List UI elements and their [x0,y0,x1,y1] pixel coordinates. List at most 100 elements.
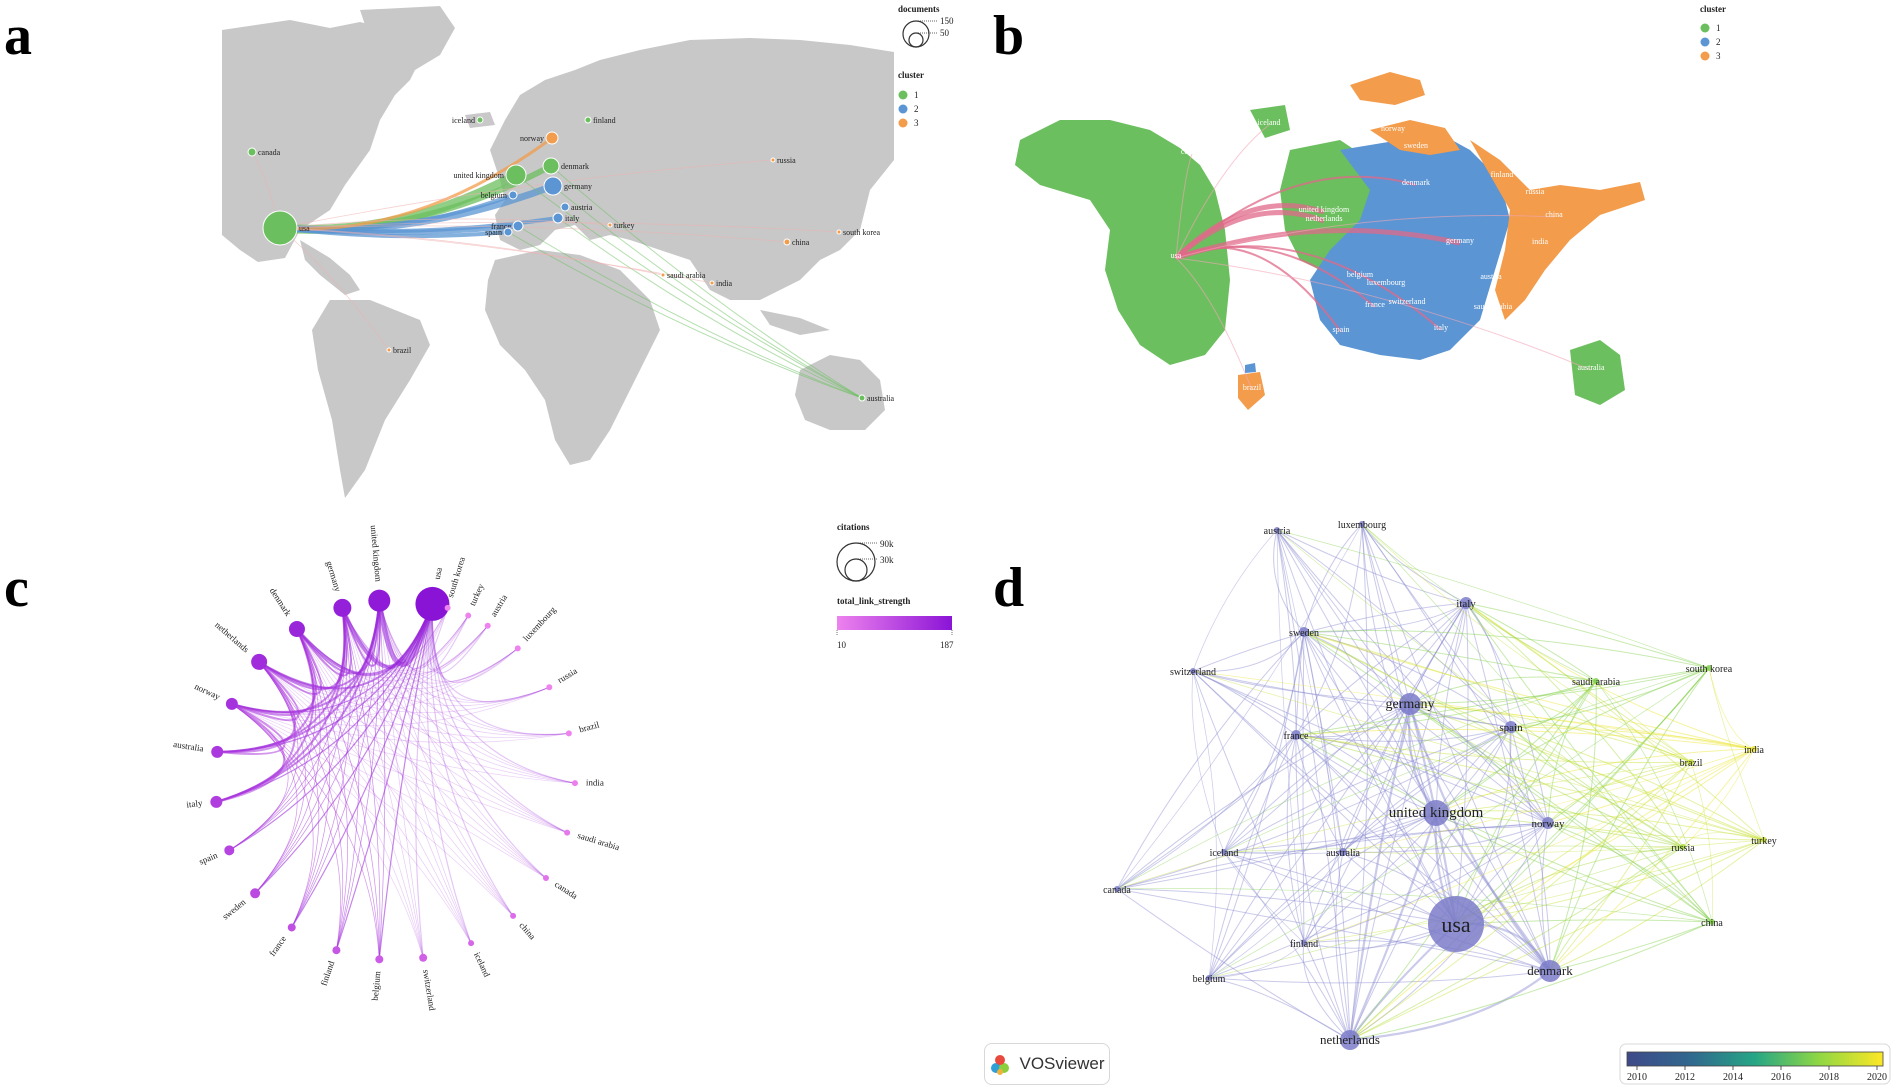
network-link-netherlands-iceland [1223,851,1351,1041]
network-link-sweden-finland [1302,631,1305,944]
cartogram-label-austria: austria [1480,272,1502,281]
panel-b-cartogram: iceland canada norway sweden denmark finland r… [1015,4,1726,410]
legend-citations-circle-large [836,542,876,582]
arc-link-norway-switzerland [231,703,424,958]
network-link-germany-france [1295,703,1411,738]
arc-link-denmark-brazil [296,628,569,736]
arc-link-usa-spain [229,603,433,851]
arc-label-denmark: denmark [268,586,294,618]
arc-node-south-korea [444,604,451,611]
network-link-norway-brazil [1547,761,1692,824]
network-link-usa-sweden [1303,631,1457,925]
arc-link-netherlands-turkey [258,615,469,692]
cartogram-link-usa-brazil [1175,257,1253,391]
network-link-germany-netherlands [1348,703,1412,1041]
arc-node-usa [415,586,450,621]
map-node-china [783,238,791,246]
arc-link-norway-china [231,703,514,917]
network-link-usa-belgium [1208,923,1457,979]
network-node-france [1291,730,1301,740]
network-link-norway-luxembourg [1361,523,1549,824]
legend-cluster-2-swatch [898,104,908,114]
panel-label-a: a [4,5,32,67]
network-link-italy-russia [1465,602,1684,848]
network-label-france: france [1284,731,1310,742]
network-label-switzerland: switzerland [1170,667,1216,678]
arc-link-netherlands-south-korea [258,607,448,690]
year-tick-2014: 2014 [1723,1072,1743,1083]
network-node-brazil [1688,759,1694,765]
arc-label-luxembourg: luxembourg [521,604,558,643]
network-link-denmark-saudi-arabia [1549,680,1597,972]
region-iceland [1250,105,1290,138]
network-link-united-kingdom-sweden [1303,631,1437,814]
network-link-australia-iceland [1223,851,1344,854]
network-link-united-kingdom-turkey [1435,810,1765,841]
panel-a-map: usa canada iceland norway finland united king… [222,4,954,498]
network-link-germany-sweden [1303,631,1411,705]
map-node-italy [552,212,564,224]
network-link-netherlands-spain [1349,726,1512,1041]
panel-label-b: b [993,5,1025,67]
network-link-netherlands-south-korea [1349,667,1710,1041]
network-node-finland [1301,940,1307,946]
arc-link-norway-finland [231,703,341,951]
network-link-south-korea-turkey [1708,667,1765,841]
arc-link-norway-brazil [231,703,569,744]
network-link-netherlands-turkey [1349,839,1765,1041]
network-link-sweden-austria [1273,529,1305,633]
network-link-denmark-turkey [1549,839,1765,972]
cartogram-label-saudi-arabia: saudi arabia [1474,302,1513,311]
map-label-south-korea: south korea [843,228,881,237]
arc-link-netherlands-russia [258,661,550,713]
map-label-turkey: turkey [614,221,634,230]
cartogram-label-luxembourg: luxembourg [1367,278,1406,287]
land-central-america [300,240,360,295]
network-label-norway: norway [1532,818,1565,830]
network-link-united-kingdom-luxembourg [1361,523,1437,814]
arc-node-china [510,912,517,919]
arc-link-norway-france [231,703,314,928]
network-node-usa [1428,896,1484,952]
network-link-sweden-south-korea [1303,630,1710,669]
arc-link-norway-saudi-arabia [231,703,568,833]
cartogram-label-australia: australia [1577,363,1605,372]
arc-link-germany-india [342,607,576,784]
arc-node-luxembourg [514,645,521,652]
network-link-united-kingdom-china [1435,812,1713,923]
network-node-australia [1339,848,1347,856]
network-link-sweden-saudi-arabia [1303,631,1597,682]
cartogram-labels: iceland canada norway sweden denmark finland r… [1171,118,1605,392]
cartogram-label-sweden: sweden [1404,141,1428,150]
network-link-austria-finland [1276,529,1305,944]
network-link-sweden-brazil [1303,631,1692,763]
map-node-india [709,280,715,286]
network-link-norway-spain [1509,726,1549,824]
arc-link-usa-south-korea [422,603,449,668]
network-label-usa: usa [1441,912,1471,937]
arc-link-denmark-india [296,628,576,784]
arc-link-usa-turkey [426,603,469,670]
network-link-germany-russia [1409,703,1684,848]
network-link-sweden-turkey [1303,631,1765,841]
network-link-norway-canada [1116,822,1549,890]
arc-link-usa-india [431,603,576,784]
network-link-australia-belgium [1208,851,1344,979]
network-label-iceland: iceland [1210,848,1239,859]
network-link-usa-luxembourg [1361,523,1457,925]
arc-link-germany-luxembourg [342,607,518,684]
region-north-america [1015,120,1230,365]
network-link-italy-china [1465,602,1713,923]
map-label-canada: canada [258,148,281,157]
cartogram-label-denmark: denmark [1402,178,1430,187]
arc-link-denmark-austria [296,625,488,682]
map-link-france-australia [517,225,863,399]
arc-label-australia: australia [173,739,205,754]
arc-label-spain: spain [198,850,220,867]
region-north-cap [1350,72,1425,105]
network-link-france-iceland [1223,734,1297,853]
region-brazil-dot [1245,363,1256,373]
cartogram-label-iceland: iceland [1257,118,1280,127]
map-label-belgium: belgium [481,191,508,200]
arc-node-norway [225,697,238,710]
